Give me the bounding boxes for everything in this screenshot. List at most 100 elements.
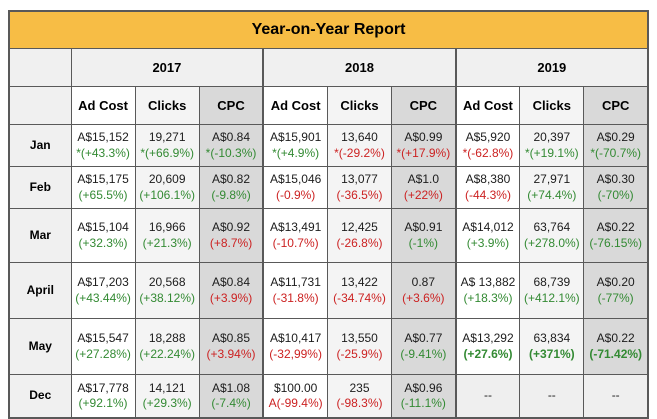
- cell-mar-2018-cpc: A$0.91 (-1%): [391, 208, 457, 263]
- cell-change: (+27.28%): [75, 346, 131, 361]
- cell-april-2017-clicks: 20,568 (+38.12%): [134, 262, 200, 319]
- cell-value: 16,966: [148, 220, 186, 235]
- cell-change: (+3.94%): [206, 346, 256, 361]
- cell-value: 20,397: [533, 130, 571, 145]
- cell-feb-2018-ad-cost: A$15,046 (-0.9%): [262, 166, 328, 209]
- cell-value: A$ 13,882: [460, 275, 516, 290]
- cell-change: *(-10.3%): [205, 145, 257, 160]
- cell-value: A$13,491: [269, 220, 322, 235]
- cell-value: A$8,380: [465, 172, 511, 187]
- cell-mar-2019-ad-cost: A$14,012 (+3.9%): [454, 208, 521, 263]
- cell-value: 20,609: [148, 172, 186, 187]
- cell-april-2019-ad-cost: A$ 13,882 (+18.3%): [454, 262, 521, 319]
- table-row-dec: Dec A$17,778 (+92.1%) 14,121 (+29.3%) A$1.08(…: [8, 374, 649, 419]
- cell-change: (-11.1%): [400, 396, 446, 410]
- cell-jan-2017-ad-cost: A$15,152 *(+43.3%): [70, 124, 136, 167]
- cell-value: A$13,292: [462, 331, 514, 346]
- month-label-may: May: [8, 318, 72, 375]
- cell-value: A$0.84: [212, 130, 251, 145]
- cell-value: A$15,152: [77, 130, 129, 145]
- cell-change: (+92.1%): [78, 396, 128, 410]
- cell-feb-2017-cpc: A$0.82 (-9.8%): [198, 166, 264, 209]
- cell-value: A$0.82: [212, 172, 251, 187]
- cell-change: *(-70.7%): [590, 145, 642, 160]
- report-title: Year-on-Year Report: [8, 10, 649, 49]
- cell-change: (+371%): [528, 346, 575, 361]
- cell-may-2017-ad-cost: A$15,547 (+27.28%): [70, 318, 136, 375]
- metric-header-2017-clicks: Clicks: [134, 86, 200, 125]
- cell-value: 18,288: [148, 331, 186, 346]
- cell-feb-2019-cpc: A$0.30 (-70%): [583, 166, 649, 209]
- cell-change: (-77%): [597, 290, 634, 305]
- cell-value: A$10,417: [269, 331, 322, 346]
- cell-change: *(-29.2%): [334, 145, 385, 160]
- cell-may-2018-clicks: 13,550 (-25.9%): [326, 318, 393, 375]
- cell-value: A$1.0: [407, 172, 440, 187]
- cell-dec-2019-clicks: --: [519, 374, 585, 419]
- cell-value: 13,640: [341, 130, 378, 145]
- corner-cell-top: [8, 48, 72, 87]
- cell-dec-2019-cpc: --: [583, 374, 649, 419]
- cell-change: (-76.15%): [589, 235, 643, 250]
- year-header-2019: 2019: [454, 48, 649, 87]
- table-row-mar: Mar A$15,104 (+32.3%) 16,966 (+21.3%) A$0.92(…: [8, 208, 649, 263]
- cell-change: (+32.3%): [78, 235, 128, 250]
- cell-jan-2019-ad-cost: A$5,920 *(-62.8%): [454, 124, 521, 167]
- cell-value: 13,422: [341, 275, 378, 290]
- cell-dec-2017-ad-cost: A$17,778 (+92.1%): [70, 374, 136, 419]
- cell-value: 27,971: [533, 172, 571, 187]
- cell-feb-2017-ad-cost: A$15,175 (+65.5%): [70, 166, 136, 209]
- cell-change: (-32,99%): [269, 346, 322, 361]
- cell-may-2018-cpc: A$0.77 (-9.41%): [391, 318, 457, 375]
- cell-value: A$0.22: [596, 331, 635, 346]
- cell-jan-2017-clicks: 19,271 *(+66.9%): [134, 124, 200, 167]
- year-header-2018: 2018: [262, 48, 457, 87]
- cell-value: A$11,731: [270, 275, 321, 290]
- cell-change: (+43.44%): [75, 290, 131, 305]
- cell-april-2017-ad-cost: A$17,203 (+43.44%): [70, 262, 136, 319]
- cell-value: 63,834: [533, 331, 571, 346]
- cell-change: (+27.6%): [463, 346, 513, 361]
- cell-value: A$0.84: [212, 275, 251, 290]
- cell-dec-2017-clicks: 14,121 (+29.3%): [134, 374, 200, 419]
- cell-jan-2017-cpc: A$0.84 *(-10.3%): [198, 124, 264, 167]
- cell-change: (+412.1%): [523, 290, 580, 305]
- cell-change: (-44.3%): [464, 187, 511, 202]
- cell-may-2019-clicks: 63,834 (+371%): [519, 318, 585, 375]
- cell-value: A$0.20: [596, 275, 635, 290]
- cell-april-2018-ad-cost: A$11,731 (-31.8%): [262, 262, 328, 319]
- cell-change: (-98.3%): [336, 396, 383, 410]
- metric-header-2019-clicks: Clicks: [519, 86, 585, 125]
- cell-jan-2018-clicks: 13,640 *(-29.2%): [326, 124, 393, 167]
- cell-april-2017-cpc: A$0.84 (+3.9%): [198, 262, 264, 319]
- cell-value: A$0.99: [404, 130, 443, 145]
- cell-may-2019-cpc: A$0.22 (-71.42%): [583, 318, 649, 375]
- cell-dec-2017-cpc: A$1.08 (-7.4%): [198, 374, 264, 419]
- cell-value: A$0.96: [404, 380, 443, 395]
- cell-feb-2017-clicks: 20,609 (+106.1%): [134, 166, 200, 209]
- cell-value: A$0.30: [596, 172, 635, 187]
- cell-value: 0.87: [411, 275, 436, 290]
- cell-change: (-10.7%): [272, 235, 319, 250]
- year-on-year-report-table: Year-on-Year Report 2017 2018 2019 Ad Co…: [8, 10, 649, 419]
- month-label-mar: Mar: [8, 208, 72, 263]
- metric-header-2018-ad-cost: Ad Cost: [262, 86, 328, 125]
- cell-value: A$0.91: [404, 220, 443, 235]
- cell-change: (-1%): [408, 235, 439, 250]
- cell-april-2018-cpc: 0.87 (+3.6%): [391, 262, 457, 319]
- metric-header-2019-ad-cost: Ad Cost: [454, 86, 521, 125]
- cell-change: (+3.9%): [209, 290, 253, 305]
- metric-header-2018-clicks: Clicks: [326, 86, 393, 125]
- cell-april-2018-clicks: 13,422 (-34.74%): [326, 262, 393, 319]
- metric-header-2017-cpc: CPC: [198, 86, 264, 125]
- cell-value: A$15,046: [269, 172, 322, 187]
- cell-change: *(+43.3%): [76, 145, 130, 160]
- cell-value: 20,568: [148, 275, 186, 290]
- cell-change: *(+19.1%): [524, 145, 579, 160]
- cell-change: (-9.8%): [211, 187, 251, 202]
- cell-mar-2018-clicks: 12,425 (-26.8%): [326, 208, 393, 263]
- table-row-april: April A$17,203 (+43.44%) 20,568 (+38.12%) A$0…: [8, 262, 649, 319]
- table-row-may: May A$15,547 (+27.28%) 18,288 (+22.24%) A$0.8…: [8, 318, 649, 375]
- cell-mar-2018-ad-cost: A$13,491 (-10.7%): [262, 208, 328, 263]
- cell-change: (-70%): [597, 187, 634, 202]
